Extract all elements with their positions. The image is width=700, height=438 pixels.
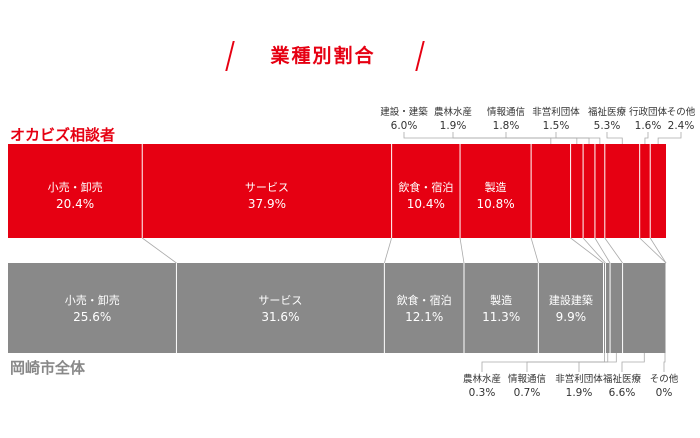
callout-value: 5.3%	[594, 120, 621, 132]
segment-value: 25.6%	[73, 310, 111, 324]
callout-value: 0%	[656, 387, 673, 399]
callout-label: 建設・建築	[380, 106, 428, 118]
connector-line	[383, 237, 392, 264]
leader-line	[644, 132, 649, 144]
segment-value: 10.8%	[477, 197, 515, 211]
callout-label: 非営利団体	[555, 373, 603, 385]
segment-value: 20.4%	[56, 197, 94, 211]
callout-label: 福祉医療	[588, 106, 627, 118]
callout-label: 情報通信	[508, 373, 546, 385]
callout-label: 非営利団体	[532, 106, 580, 118]
callout-value: 0.7%	[514, 387, 541, 399]
callout-value: 6.6%	[609, 387, 636, 399]
leader-line	[657, 132, 682, 144]
callout-value: 6.0%	[391, 120, 418, 132]
segment-value: 11.3%	[482, 310, 520, 324]
callout-label: 情報通信	[487, 106, 525, 118]
connector-line	[604, 237, 623, 264]
callout-value: 1.8%	[493, 120, 520, 132]
callout-label: 農林水産	[463, 373, 501, 385]
leader-line	[578, 353, 617, 372]
connector-line	[141, 237, 177, 264]
callout-label: その他	[650, 373, 679, 385]
leader-line	[663, 353, 666, 372]
leader-line	[555, 132, 601, 144]
series-label-okabiz: オカビズ相談者	[10, 126, 116, 144]
connector-line	[459, 237, 465, 264]
callout-label: 福祉医療	[603, 373, 642, 385]
bar-okabiz	[8, 144, 666, 238]
series-label-okazaki: 岡崎市全体	[10, 359, 86, 377]
segment-value: 9.9%	[556, 310, 587, 324]
connector-line	[594, 237, 611, 264]
segment-label: 小売・卸売	[48, 180, 103, 194]
segment-label: 小売・卸売	[65, 293, 120, 307]
callout-label: その他	[667, 106, 696, 118]
leader-line	[505, 132, 590, 144]
segment-label: 建設建築	[549, 293, 593, 307]
segment-value: 37.9%	[248, 197, 286, 211]
segment-label: サービス	[258, 294, 302, 307]
connector-line	[639, 237, 667, 264]
callout-label: 行政団体	[629, 106, 668, 118]
connector-line	[582, 237, 606, 264]
chart-title: 業種別割合	[270, 45, 376, 67]
callout-value: 2.4%	[668, 120, 695, 132]
connector-line	[570, 237, 604, 264]
connector-line	[530, 237, 539, 264]
callout-value: 1.9%	[566, 387, 593, 399]
connector-line	[649, 237, 667, 264]
segment-label: 製造	[485, 180, 507, 194]
callout-value: 0.3%	[469, 387, 496, 399]
segment-label: 製造	[490, 293, 512, 307]
bar-okazaki	[8, 263, 666, 353]
leader-line	[481, 353, 605, 372]
callout-value: 1.5%	[543, 120, 570, 132]
segment-label: サービス	[245, 181, 289, 194]
leader-line	[526, 353, 609, 372]
segment-value: 10.4%	[407, 197, 445, 211]
segment-label: 飲食・宿泊	[397, 293, 452, 307]
segment-value: 12.1%	[405, 310, 443, 324]
leader-line	[621, 353, 645, 372]
segment-label: 飲食・宿泊	[398, 180, 453, 194]
leader-line	[606, 132, 623, 144]
callout-value: 1.9%	[440, 120, 467, 132]
segment-value: 31.6%	[261, 310, 299, 324]
callout-value: 1.6%	[635, 120, 662, 132]
callout-label: 農林水産	[434, 106, 472, 118]
